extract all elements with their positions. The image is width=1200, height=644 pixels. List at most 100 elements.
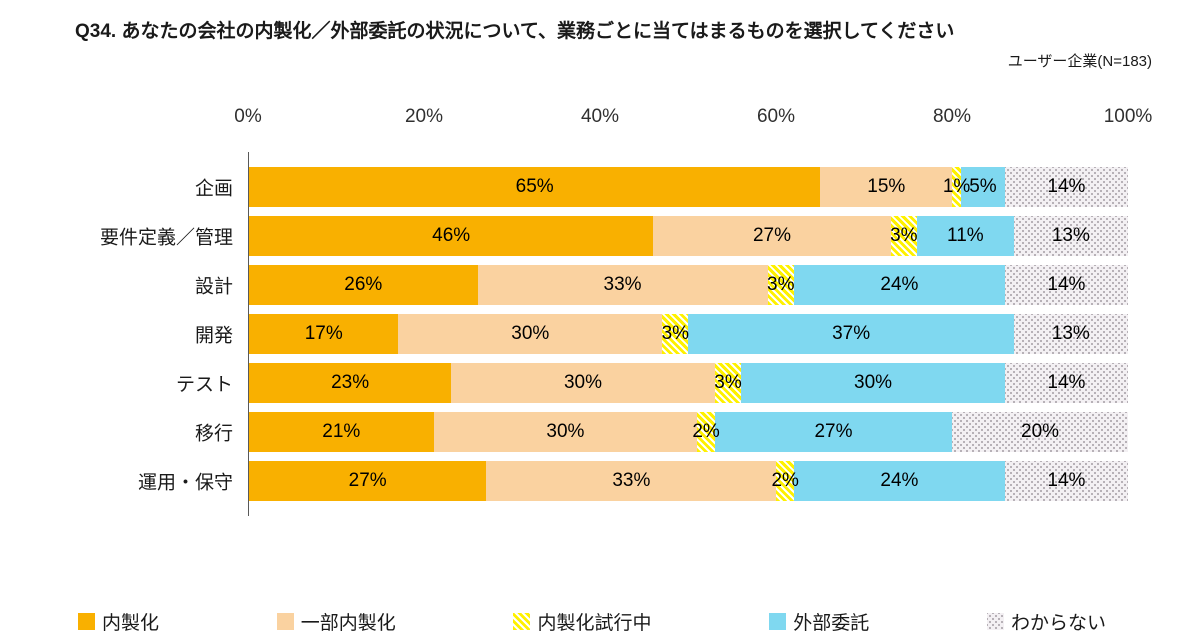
chart-subtitle: ユーザー企業(N=183) (1007, 53, 1152, 70)
category-label: 移行 (194, 423, 233, 445)
x-axis-tick: 40% (580, 106, 620, 127)
legend-item-shiko-chu: 内製化試行中 (513, 608, 651, 635)
value-label: 37% (832, 323, 871, 344)
bar-segment-gaibu-itaku: 11% (917, 216, 1014, 256)
value-label: 33% (612, 470, 651, 491)
legend-label: 内製化試行中 (537, 613, 652, 634)
bar-segment-gaibu-itaku: 5% (960, 167, 1005, 207)
value-label: 2% (771, 470, 799, 491)
legend-item-wakaranai: わからない (986, 608, 1106, 635)
value-label: 30% (854, 372, 893, 393)
category-label: テスト (175, 374, 233, 396)
value-label: 20% (1021, 421, 1060, 442)
bar-row: テスト 23% 30% 3% 30% 14% (176, 363, 1128, 403)
bar-segment-naiseika: 17% (249, 314, 399, 354)
bar-row: 設計 26% 33% 3% 24% 14% (195, 265, 1128, 305)
value-label: 15% (867, 176, 906, 197)
bar-segment-gaibu-itaku: 24% (793, 265, 1005, 305)
bar-segment-shiko-chu: 3% (767, 265, 795, 305)
value-label: 21% (322, 421, 361, 442)
bar-segment-wakaranai: 13% (1013, 216, 1128, 256)
bar-segment-shiko-chu: 3% (661, 314, 690, 354)
value-label: 46% (432, 225, 471, 246)
legend-item-gaibu-itaku: 外部委託 (769, 608, 869, 635)
bar-segment-ichibu-naiseika: 33% (486, 461, 777, 501)
category-label: 要件定義／管理 (99, 227, 233, 249)
value-label: 3% (890, 225, 918, 246)
x-axis-tick: 100% (1103, 106, 1153, 127)
value-label: 24% (880, 470, 919, 491)
bar-segment-gaibu-itaku: 24% (793, 461, 1005, 501)
bar-segment-ichibu-naiseika: 30% (433, 412, 698, 452)
value-label: 30% (563, 372, 603, 393)
value-label: 14% (1047, 176, 1086, 197)
bar-segment-naiseika: 23% (249, 363, 452, 403)
value-label: 14% (1047, 274, 1086, 295)
bar-segment-ichibu-naiseika: 27% (653, 216, 891, 256)
bar-segment-ichibu-naiseika: 15% (820, 167, 953, 207)
value-label: 24% (880, 274, 919, 295)
legend-item-naiseika: 内製化 (78, 608, 159, 635)
value-label: 13% (1051, 323, 1090, 344)
value-label: 14% (1047, 372, 1086, 393)
value-label: 5% (969, 176, 997, 197)
bar-row: 企画 65% 15% 1% 5% 14% (195, 167, 1128, 207)
bar-segment-naiseika: 26% (249, 265, 478, 305)
value-label: 27% (814, 421, 853, 442)
value-label: 65% (515, 176, 554, 197)
legend-swatch-icon (986, 613, 1004, 630)
bar-segment-gaibu-itaku: 37% (688, 314, 1014, 354)
value-label: 3% (714, 372, 742, 393)
value-label: 27% (752, 225, 791, 246)
legend-label: 一部内製化 (300, 613, 396, 634)
bar-segment-ichibu-naiseika: 30% (451, 363, 715, 403)
bar-segment-ichibu-naiseika: 30% (398, 314, 663, 354)
bar-segment-shiko-chu: 2% (692, 412, 720, 452)
bar-segment-ichibu-naiseika: 33% (477, 265, 768, 305)
bar-row: 開発 17% 30% 3% 37% 13% (195, 314, 1128, 354)
chart-title: Q34. あなたの会社の内製化／外部委託の状況について、業務ごとに当てはまるもの… (75, 21, 955, 42)
value-label: 27% (348, 470, 387, 491)
bar-segment-gaibu-itaku: 27% (714, 412, 953, 452)
bar-segment-shiko-chu: 2% (771, 461, 799, 501)
value-label: 3% (661, 323, 690, 344)
bar-row: 運用・保守 27% 33% 2% 24% 14% (138, 461, 1128, 501)
bar-segment-wakaranai: 14% (1004, 363, 1128, 403)
x-axis-tick: 0% (234, 106, 262, 127)
value-label: 14% (1047, 470, 1086, 491)
bar-segment-wakaranai: 20% (952, 412, 1128, 452)
legend-label: 内製化 (102, 613, 160, 634)
category-label: 企画 (194, 178, 233, 200)
category-label: 設計 (194, 276, 233, 298)
bar-row: 移行 21% 30% 2% 27% 20% (195, 412, 1128, 452)
bar-row: 要件定義／管理 46% 27% 3% 11% 13% (100, 216, 1128, 256)
value-label: 26% (344, 274, 383, 295)
x-axis-tick: 80% (932, 106, 972, 127)
bar-segment-shiko-chu: 1% (943, 167, 970, 207)
x-axis-tick: 20% (404, 106, 444, 127)
legend-swatch-icon (513, 613, 531, 630)
bar-segment-wakaranai: 14% (1004, 265, 1128, 305)
legend-swatch-icon (78, 613, 95, 630)
value-label: 2% (692, 421, 720, 442)
value-label: 30% (546, 421, 585, 442)
bar-segment-naiseika: 27% (249, 461, 487, 501)
value-label: 33% (603, 274, 642, 295)
value-label: 23% (331, 372, 370, 393)
legend: 内製化 一部内製化 内製化試行中 外部委託 わからない (78, 608, 1106, 635)
bar-segment-wakaranai: 14% (1004, 167, 1128, 207)
value-label: 30% (511, 323, 550, 344)
x-axis-tick: 60% (756, 106, 796, 127)
value-label: 1% (942, 176, 971, 197)
legend-item-ichibu-naiseika: 一部内製化 (276, 608, 396, 635)
bar-segment-shiko-chu: 3% (714, 363, 742, 403)
bar-segment-shiko-chu: 3% (890, 216, 918, 256)
bar-segment-wakaranai: 13% (1013, 314, 1128, 354)
value-label: 13% (1051, 225, 1090, 246)
legend-label: わからない (1010, 613, 1106, 634)
x-axis: 0% 20% 40% 60% 80% 100% (234, 106, 1152, 132)
bar-segment-gaibu-itaku: 30% (741, 363, 1005, 403)
value-label: 3% (767, 274, 795, 295)
legend-swatch-icon (769, 613, 787, 630)
